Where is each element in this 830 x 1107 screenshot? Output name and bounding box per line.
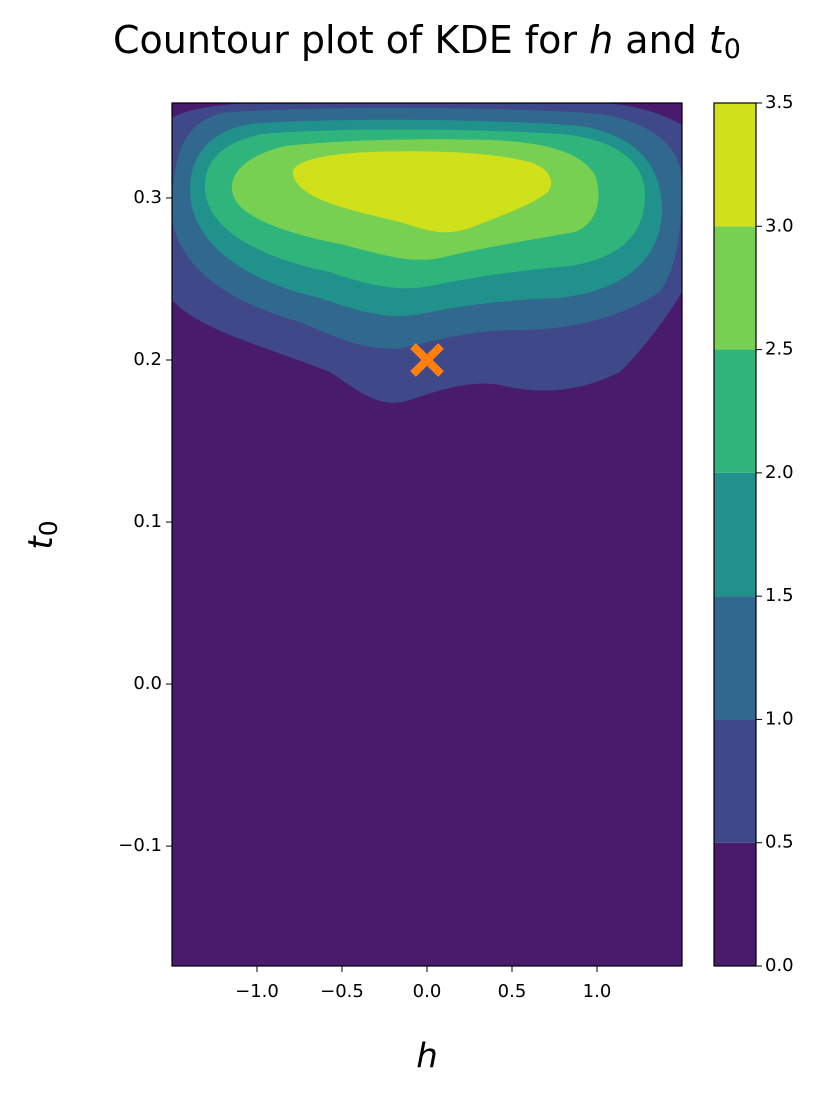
y-label-text: 0 (34, 520, 63, 536)
colorbar-frame (713, 102, 757, 967)
colorbar-tick-label: 3.0 (765, 215, 794, 236)
colorbar-segment (714, 103, 756, 227)
title-text: and (613, 18, 709, 62)
colorbar-segment (714, 842, 756, 966)
y-tick-label: −0.1 (118, 835, 162, 856)
y-label-text: t (21, 535, 61, 550)
y-tick-label: 0.2 (133, 349, 162, 370)
title-text: Countour plot of KDE for (113, 18, 589, 62)
y-axis-label: t0 (21, 520, 64, 549)
colorbar-segment (714, 472, 756, 597)
y-tick-label: 0.0 (133, 673, 162, 694)
title-text: t (709, 18, 726, 62)
colorbar-tick-label: 0.5 (765, 832, 794, 853)
colorbar-segment (714, 349, 756, 473)
colorbar-segment (714, 719, 756, 843)
colorbar-segment (714, 226, 756, 350)
colorbar-tick-label: 3.5 (765, 92, 794, 113)
y-tick-label: 0.1 (133, 511, 162, 532)
colorbar-tick-label: 1.5 (765, 585, 794, 606)
plot-area (172, 103, 682, 966)
title-text: h (589, 18, 613, 62)
title-text: 0 (724, 34, 741, 65)
colorbar-tick-label: 2.5 (765, 339, 794, 360)
chart-title: Countour plot of KDE for h and t0 (113, 18, 741, 65)
x-tick-label: 1.0 (583, 981, 612, 1002)
x-tick-label: 0.5 (498, 981, 527, 1002)
x-axis-label: h (416, 1037, 438, 1077)
x-tick-label: −1.0 (235, 981, 279, 1002)
x-tick-label: −0.5 (320, 981, 364, 1002)
contour-region (292, 151, 552, 233)
colorbar-tick-label: 0.0 (765, 955, 794, 976)
colorbar-tick-label: 1.0 (765, 708, 794, 729)
marker (410, 343, 444, 377)
y-tick-label: 0.3 (133, 187, 162, 208)
x-tick-label: 0.0 (413, 981, 442, 1002)
colorbar-tick-label: 2.0 (765, 462, 794, 483)
colorbar-segment (714, 596, 756, 720)
